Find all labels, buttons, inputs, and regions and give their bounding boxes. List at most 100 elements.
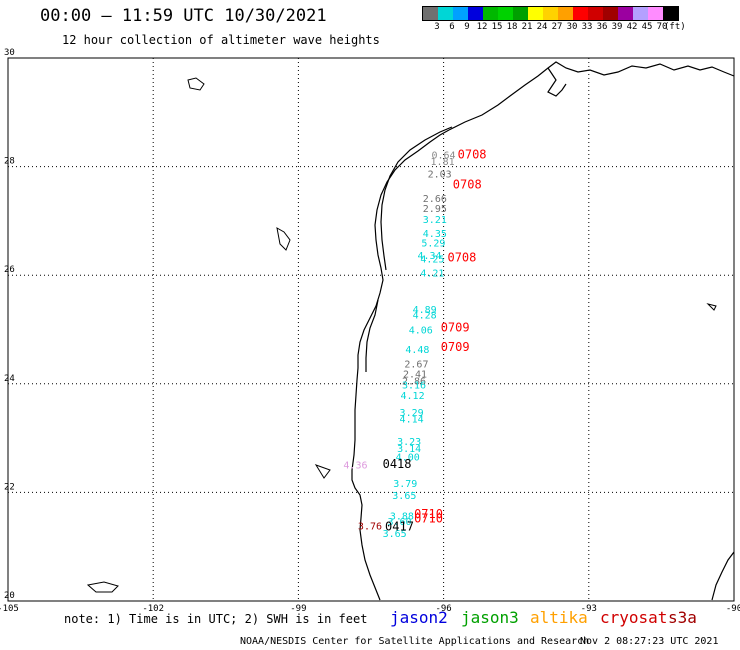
colorbar-swatch [648,7,663,20]
colorbar-label: 12 [476,22,488,32]
islet-east [706,303,717,311]
lon-tick-label: -93 [581,604,597,614]
colorbar-label: 39 [611,22,623,32]
wave-height-value: 3.79 [393,479,417,490]
lon-tick-label: -96 [435,604,451,614]
wave-height-value: 4.35 [423,229,447,240]
wave-height-observations: 0.641.812.03 2.662.953.21 4.355.29 4.344.25… [343,150,455,539]
wave-height-colorbar: 3 6 9 12 15 18 21 24 27 30 33 36 39 42 45 70 (ft) [422,6,686,33]
colorbar-label: 21 [521,22,533,32]
colorbar-labels: 3 6 9 12 15 18 21 24 27 30 33 36 39 42 45 70 (ft) [422,21,685,33]
map-frame [7,57,735,602]
colorbar-swatch [633,7,648,20]
wave-height-value: 4.48 [405,345,429,356]
barrier-island [380,126,453,271]
pass-time-label: 0709 [441,321,470,335]
colorbar-swatch [663,7,678,20]
reservoir-north [187,77,205,91]
footer-note: note: 1) Time is in UTC; 2) SWH is in fe… [64,612,368,626]
colorbar-swatch [438,7,453,20]
colorbar-label: 6 [449,22,455,32]
colorbar-swatch [573,7,588,20]
colorbar-label: 45 [641,22,653,32]
wave-height-value: 4.21 [420,268,444,279]
wave-height-value: 4.25 [420,255,444,266]
mississippi-delta [547,67,567,97]
pass-time-label: 0710 [414,511,443,525]
wave-height-value: 2.66 [423,194,447,205]
lat-tick-label: 26 [4,265,15,275]
wave-height-value: 2.86 [402,376,426,387]
pass-time-label: 0708 [458,147,487,161]
colorbar-label: 33 [581,22,593,32]
colorbar-label: 15 [491,22,503,32]
wave-height-value: 3.88 [390,512,414,523]
louisiana-coastline [448,61,735,131]
wave-height-value: 4.06 [409,325,433,336]
lat-tick-label: 28 [4,157,15,167]
colorbar-swatch [588,7,603,20]
colorbar-label: 42 [626,22,638,32]
lake-southwest [86,581,119,593]
wave-height-value: 3.21 [423,215,447,226]
page-title: 00:00 – 11:59 UTC 10/30/2021 [40,6,327,26]
pass-time-label: 0418 [383,457,412,471]
colorbar-label: 9 [464,22,470,32]
gulf-coastline [351,129,450,601]
wave-height-value: 2.95 [423,204,447,215]
reservoir-west [276,227,291,251]
lon-tick-label: -102 [142,604,164,614]
wave-height-value: 3.76 [358,521,382,532]
pass-time-label: 0708 [453,177,482,191]
lon-tick-label: -105 [0,604,19,614]
wave-height-value: 3.29 [400,408,424,419]
colorbar-label: 24 [536,22,548,32]
lat-tick-label: 30 [4,48,15,58]
small-islands [86,77,717,593]
mission-jason3: jason3 [461,608,519,627]
wave-height-value: 3.65 [392,491,416,502]
colorbar-label: 30 [566,22,578,32]
coastline [351,61,735,601]
wave-height-value: 2.41 [403,369,427,380]
colorbar-swatch [468,7,483,20]
pass-time-label: 0710 [414,507,443,521]
mission-altika: altika [530,608,588,627]
colorbar-label: 3 [434,22,440,32]
lat-tick-label: 22 [4,482,15,492]
colorbar-swatch [453,7,468,20]
wave-height-value: 3.16 [402,381,426,392]
laguna-madre [365,299,379,372]
colorbar-swatch [423,7,438,20]
colorbar-swatch [558,7,573,20]
colorbar-swatch [528,7,543,20]
colorbar-swatch [618,7,633,20]
colorbar-swatch [513,7,528,20]
wave-height-value: 2.03 [428,169,452,180]
wave-height-value: 1.81 [431,157,455,168]
colorbar-label: 27 [551,22,563,32]
grid-lines [8,58,734,601]
colorbar-label: 18 [506,22,518,32]
mission-jason2: jason2 [390,608,448,627]
wave-height-value: 3.14 [397,444,421,455]
wave-height-value: 0.64 [432,150,456,161]
colorbar-label: 36 [596,22,608,32]
wave-height-value: 3.65 [383,529,407,540]
pass-time-label: 0709 [441,340,470,354]
pass-time-label: 0708 [447,251,476,265]
reservoir-south [314,464,331,479]
generated-timestamp: Nov 2 08:27:23 UTC 2021 [580,636,719,647]
colorbar-swatch [603,7,618,20]
colorbar-swatch [543,7,558,20]
colorbar-swatch [483,7,498,20]
mission-s3a: s3a [668,608,697,627]
wave-height-value: 4.36 [343,461,367,472]
wave-height-value: 4.00 [396,452,420,463]
lat-tick-label: 20 [4,591,15,601]
credit-text: NOAA/NESDIS Center for Satellite Applica… [240,636,590,647]
lon-tick-label: -99 [290,604,306,614]
wave-height-value: 4.28 [413,311,437,322]
wave-height-value: 4.34 [417,251,441,262]
wave-height-value: 3.23 [397,437,421,448]
